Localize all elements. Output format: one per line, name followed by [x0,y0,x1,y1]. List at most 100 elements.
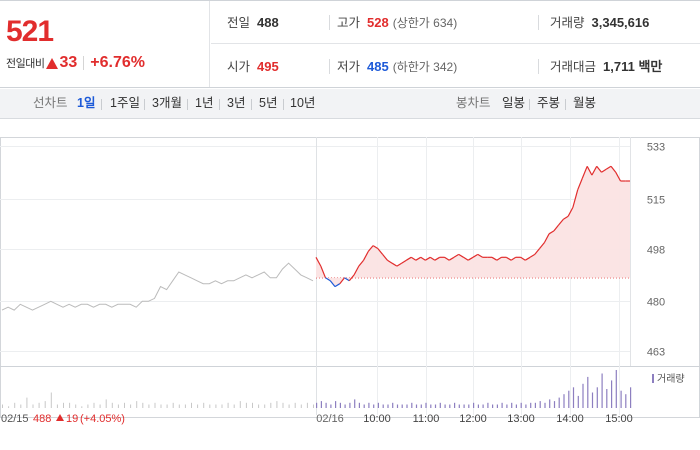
volume-bar [316,402,318,408]
amount-value: 1,711 백만 [603,59,663,74]
volume-label: 거래량 [550,16,585,30]
price-area [1,165,630,311]
volume-bar [148,404,150,408]
prev-close: 488 [33,413,51,425]
period-5y[interactable]: 5년 [259,96,278,110]
volume-bar [582,383,584,408]
prev-date: 02/15 [1,413,29,425]
low-label: 저가 [337,60,361,74]
volume-bar [363,404,365,408]
volume-bar [124,402,125,408]
today-line-segment [529,253,536,258]
today-line-segment [396,262,402,267]
volume-bar [439,402,441,408]
today-line-segment [586,166,593,176]
today-line-segment [572,189,579,208]
today-line-segment [434,256,441,261]
period-1y[interactable]: 1년 [195,96,214,110]
volume-bar [313,404,314,408]
volume-bar [166,404,168,408]
today-line-segment [581,166,588,179]
volume-bar [50,392,52,408]
today-area [316,166,630,287]
volume-bar [197,404,199,408]
volume-bar [105,399,107,408]
today-line-segment [329,280,336,287]
today-line-segment [553,224,560,232]
toolbar-divider [565,99,566,110]
today-line-segment [429,256,436,261]
candle-weekly[interactable]: 주봉 [537,96,561,110]
volume-bar [215,404,217,408]
volume-bar [69,402,71,408]
volume-legend-swatch [652,374,654,383]
volume-bar [32,404,34,408]
volume-bar [539,401,541,408]
today-line-segment [387,259,393,264]
today-line-segment [344,277,350,282]
axes: 533 515 498 480 463 거래량 10:00 11:00 12:00 13:00 14… [1,142,685,426]
volume-bar [544,402,546,408]
volume-bar [93,402,95,408]
y-tick-label: 533 [647,142,665,154]
volume-bar [14,402,16,408]
prev-close-label: 전일 [227,16,251,30]
volume-bar [270,402,272,408]
volume-bar [335,401,337,408]
period-1w[interactable]: 1주일 [110,96,140,110]
volume-bar [511,402,513,408]
toolbar-divider [529,99,530,110]
today-line-segment [524,256,531,261]
volume-bar [606,389,608,408]
x-tick-label: 11:00 [413,413,440,425]
today-line-segment [458,253,464,258]
intraday-chart[interactable]: 533 515 498 480 463 거래량 10:00 11:00 12:00 13:00 14… [0,120,700,450]
volume-bar [406,404,408,408]
volume-bar [373,404,375,408]
today-line-segment [406,256,412,261]
today-line-segment [467,256,474,261]
candle-daily[interactable]: 일봉 [502,96,526,110]
volume-bar [306,402,308,408]
volume-bar [401,404,403,408]
today-line-segment [505,256,512,261]
volume-bar [87,404,89,408]
volume-bar [349,402,351,408]
period-3y[interactable]: 3년 [227,96,246,110]
volume-bar [625,394,627,408]
prev-close-value: 488 [257,15,279,30]
volume-bar [111,402,113,408]
volume-bar [449,404,451,408]
chart-canvas[interactable]: 533 515 498 480 463 거래량 10:00 11:00 12:00 13:00 14… [0,120,700,450]
today-line-segment [496,256,502,261]
quote-row-1: 전일 488 고가 528 (상한가 634) 거래량 3,345,616 [211,1,700,44]
volume-bar [184,404,186,408]
today-line-segment [353,265,360,276]
change-divider [83,56,85,70]
today-line-segment [372,245,379,250]
volume-bar [344,404,346,408]
today-line-segment [367,245,374,252]
today-line-segment [577,177,583,191]
volume-bar [415,404,418,408]
today-line-segment [472,253,479,258]
volume-bar [56,404,58,408]
toolbar-divider [251,99,252,110]
volume-bar [525,404,527,408]
today-line-segment [601,168,607,173]
volume-bar [515,404,517,408]
volume-bar [368,402,370,408]
today-line-segment [558,218,564,226]
volume-bar [81,406,83,408]
toolbar-divider [187,99,188,110]
volume-bar [463,404,465,408]
candle-chart-label: 봉차트 [456,96,491,110]
candle-monthly[interactable]: 월봉 [573,96,597,110]
period-1d[interactable]: 1일 [77,96,96,110]
volume-bar [444,404,446,408]
volume-bar [487,402,489,408]
period-10y[interactable]: 10년 [290,96,316,110]
volume-bar [44,401,46,408]
period-3m[interactable]: 3개월 [152,96,182,110]
x-tick-label: 12:00 [459,413,487,425]
